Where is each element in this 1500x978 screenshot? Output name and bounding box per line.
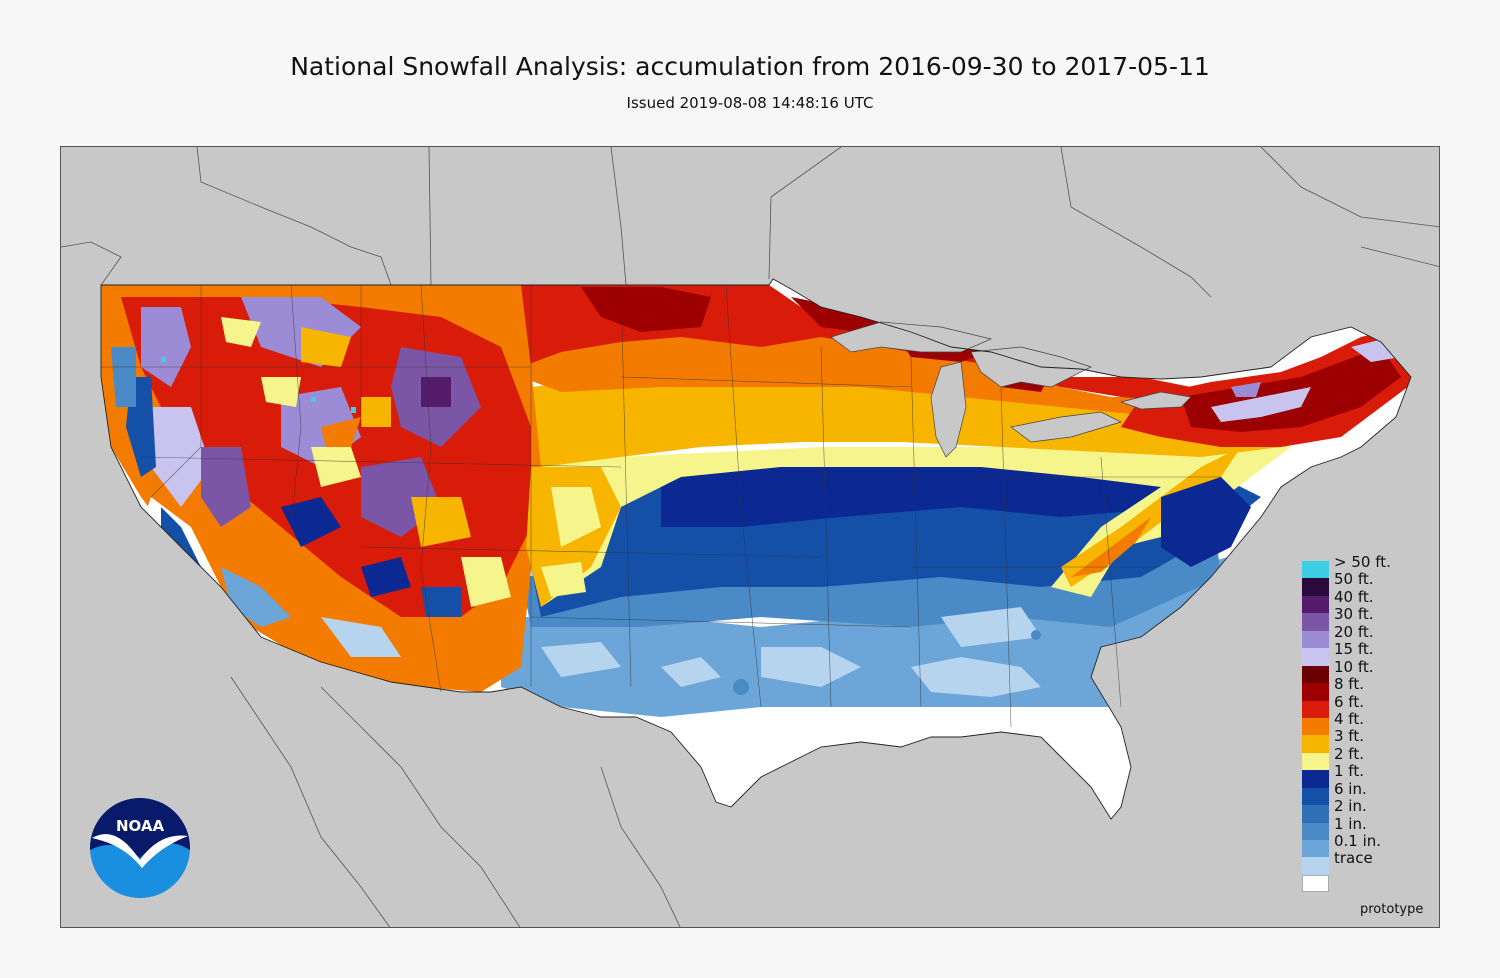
neighbor-borders — [61, 147, 1439, 927]
legend-swatch — [1302, 700, 1329, 718]
legend-swatch — [1302, 595, 1329, 614]
legend-label: 2 ft. — [1334, 744, 1364, 763]
legend-swatch — [1302, 648, 1329, 666]
legend-item: 6 in. — [1302, 780, 1422, 806]
legend-label: 20 ft. — [1334, 622, 1374, 641]
legend-label: 40 ft. — [1334, 587, 1374, 606]
noaa-logo-text: NOAA — [116, 817, 165, 835]
legend-item: > 50 ft. — [1302, 553, 1422, 579]
legend-item: 1 in. — [1302, 815, 1422, 840]
legend-item: 20 ft. — [1302, 623, 1422, 649]
legend-swatch — [1302, 857, 1329, 875]
legend-item: 30 ft. — [1302, 605, 1422, 631]
legend-label: > 50 ft. — [1334, 553, 1391, 571]
legend-swatch — [1302, 805, 1329, 823]
legend-label: 3 ft. — [1334, 727, 1364, 746]
legend-swatch — [1302, 787, 1329, 806]
map-svg — [61, 147, 1439, 927]
legend-label: 8 ft. — [1334, 675, 1364, 694]
legend-item: 2 ft. — [1302, 745, 1422, 771]
legend-item: 1 ft. — [1302, 762, 1422, 788]
legend-label: 50 ft. — [1334, 570, 1374, 589]
legend-swatch — [1302, 613, 1329, 631]
legend-label: 15 ft. — [1334, 640, 1374, 659]
legend-label: 6 ft. — [1334, 692, 1364, 711]
legend-item: 15 ft. — [1302, 640, 1422, 666]
legend-label: 30 ft. — [1334, 605, 1374, 624]
conus-outline — [100, 278, 1412, 820]
legend-item: 0.1 in. — [1302, 832, 1422, 858]
great-lakes — [830, 321, 1192, 458]
legend-item: 3 ft. — [1302, 727, 1422, 753]
legend-swatch — [1302, 717, 1329, 736]
legend-label: 1 ft. — [1334, 762, 1364, 781]
legend-item: trace — [1302, 849, 1422, 875]
noaa-logo: NOAA — [90, 798, 190, 898]
legend-label: 6 in. — [1334, 779, 1367, 798]
legend-label: 2 in. — [1334, 797, 1367, 816]
legend-item: 4 ft. — [1302, 710, 1422, 736]
legend-label: 1 in. — [1334, 814, 1367, 833]
legend-swatch — [1302, 840, 1329, 858]
legend-label: trace — [1334, 849, 1373, 868]
legend-swatch — [1302, 683, 1329, 701]
legend-swatch — [1302, 578, 1329, 596]
legend-label: 0.1 in. — [1334, 832, 1382, 850]
legend-swatch — [1302, 630, 1329, 649]
legend-item: 2 in. — [1302, 797, 1422, 823]
legend-item: 50 ft. — [1302, 570, 1422, 596]
legend-label: 4 ft. — [1334, 709, 1364, 728]
prototype-label: prototype — [1360, 902, 1424, 917]
legend-swatch-white — [1302, 874, 1329, 892]
legend-swatch — [1302, 665, 1329, 684]
legend-item: 8 ft. — [1302, 675, 1422, 701]
snowfall-map — [60, 146, 1440, 928]
legend-label: 10 ft. — [1334, 657, 1374, 676]
map-title: National Snowfall Analysis: accumulation… — [290, 52, 1210, 81]
legend-swatch — [1302, 735, 1329, 753]
legend-swatch — [1302, 752, 1329, 771]
legend-item: 40 ft. — [1302, 588, 1422, 614]
snowfall-legend: > 50 ft. 50 ft. 40 ft. 30 ft. 20 ft. 15 … — [1302, 553, 1422, 892]
legend-swatch — [1302, 770, 1329, 788]
legend-swatch — [1302, 822, 1329, 840]
legend-swatch — [1302, 561, 1329, 579]
legend-item: 10 ft. — [1302, 658, 1422, 684]
snowfall-field — [101, 279, 1411, 819]
issued-timestamp: Issued 2019-08-08 14:48:16 UTC — [626, 94, 874, 112]
legend-item: 6 ft. — [1302, 693, 1422, 718]
legend-item-blank — [1302, 874, 1422, 892]
